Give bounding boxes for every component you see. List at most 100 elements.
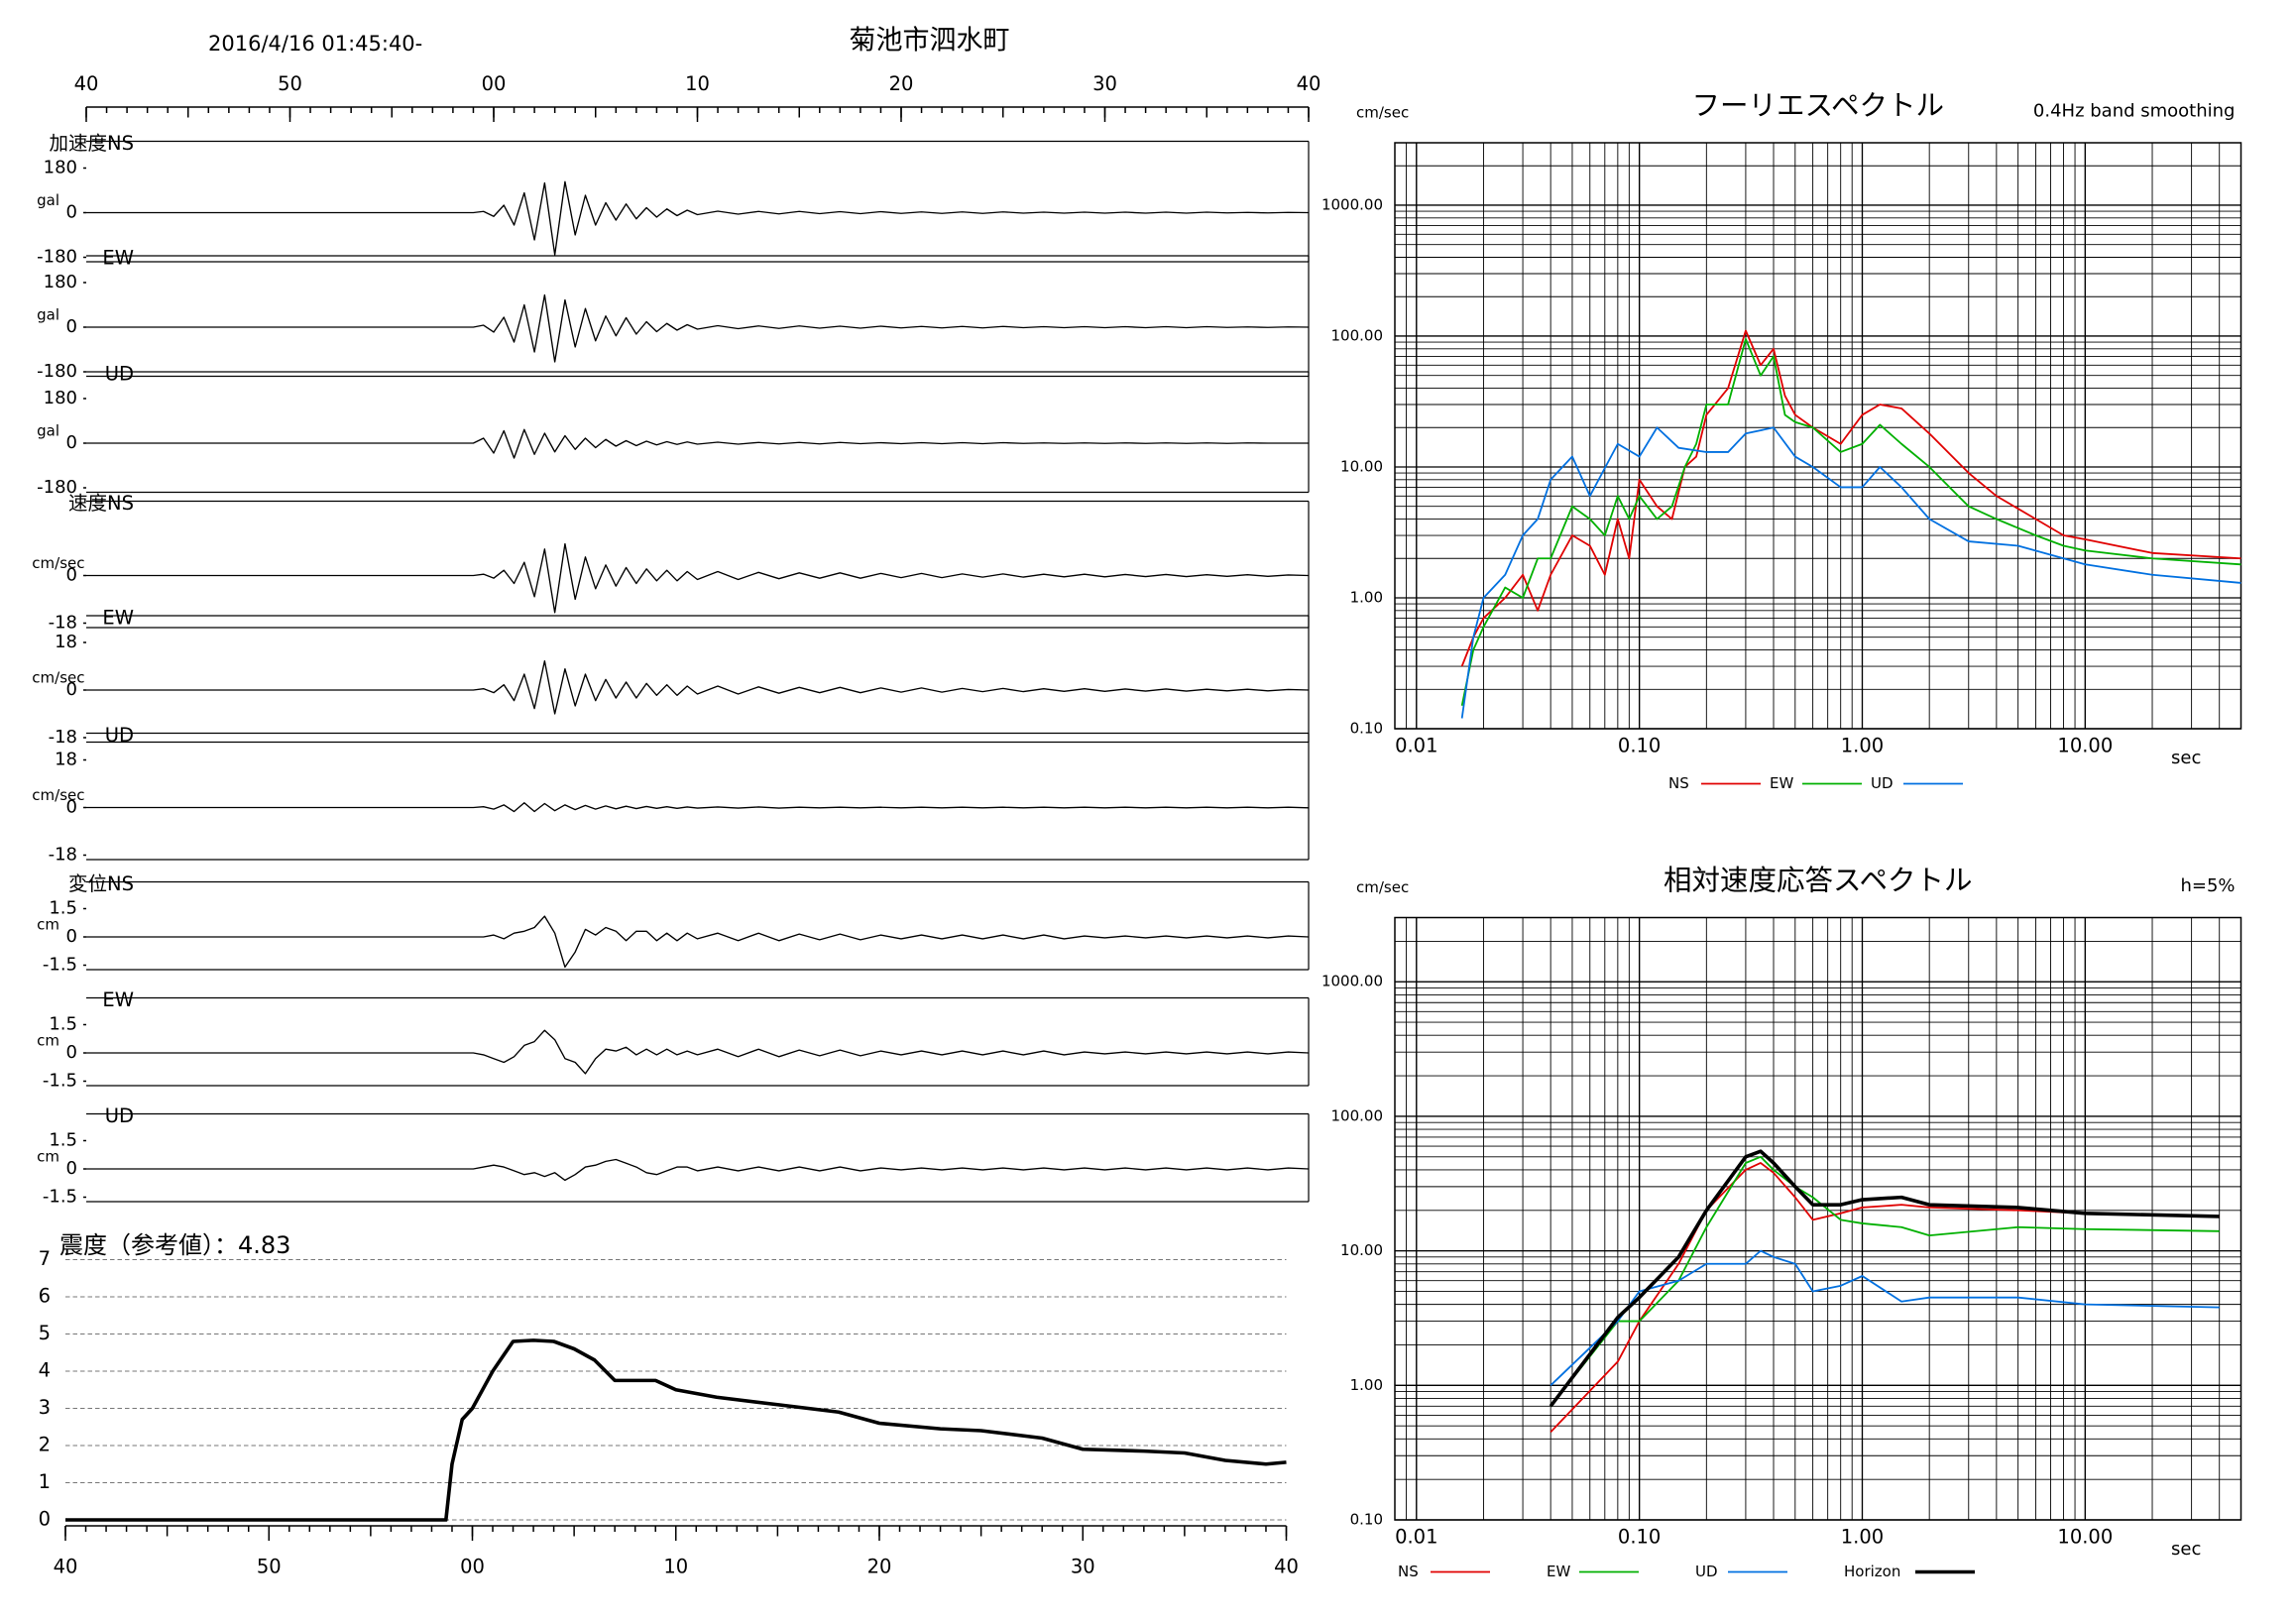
- y-tick-label: 1: [39, 1470, 51, 1493]
- y-tick-label: 0: [66, 202, 77, 223]
- legend-label: Horizon: [1844, 1563, 1900, 1580]
- chart-title: 相対速度応答スペクトル: [1664, 865, 1973, 897]
- unit-label: gal: [37, 191, 59, 209]
- y-tick-label: 0: [66, 432, 77, 453]
- y-tick-label: 180: [44, 272, 77, 292]
- series-line: [1550, 1162, 2220, 1433]
- unit-label: gal: [37, 306, 59, 324]
- x-tick-label: 20: [867, 1556, 892, 1578]
- y-tick-label: 0: [66, 316, 77, 337]
- y-tick-label: 0: [66, 797, 77, 818]
- x-tick-label: 0.10: [1618, 735, 1661, 757]
- x-axis-label: sec: [2171, 1539, 2201, 1560]
- y-tick-label: 1.5: [49, 1014, 77, 1035]
- y-axis-label: cm/sec: [1356, 104, 1409, 122]
- unit-label: gal: [37, 422, 59, 440]
- waveform: [86, 428, 1309, 459]
- y-tick-label: -1.5: [43, 955, 77, 976]
- x-tick-label: 1.00: [1841, 735, 1884, 757]
- y-tick-label: 3: [39, 1396, 51, 1419]
- waveform: [86, 1029, 1310, 1075]
- chart-title: 震度（参考値）：4.83: [59, 1231, 290, 1259]
- y-tick-label: 1.00: [1350, 588, 1383, 606]
- y-tick-label: 180: [44, 158, 77, 178]
- y-tick-label: 100.00: [1331, 1106, 1384, 1124]
- panel-label: 変位NS: [68, 872, 134, 895]
- legend-label: NS: [1398, 1563, 1419, 1580]
- y-tick-label: 6: [39, 1285, 51, 1308]
- panel-label: UD: [105, 724, 134, 747]
- panel-label: 加速度NS: [50, 132, 134, 155]
- panel-label: UD: [105, 1104, 134, 1127]
- y-tick-label: 1000.00: [1321, 973, 1383, 990]
- x-tick-label: 40: [1297, 72, 1321, 95]
- panel-label: 速度NS: [68, 492, 134, 515]
- x-tick-label: 40: [74, 72, 99, 95]
- x-tick-label: 50: [278, 72, 302, 95]
- panel-label: EW: [102, 988, 134, 1011]
- x-tick-label: 0.01: [1395, 735, 1437, 757]
- unit-label: cm/sec: [32, 554, 84, 572]
- unit-label: cm/sec: [32, 786, 84, 804]
- x-tick-label: 30: [1071, 1556, 1095, 1578]
- panel-label: UD: [105, 363, 134, 386]
- note: 0.4Hz band smoothing: [2033, 101, 2236, 122]
- y-tick-label: 5: [39, 1322, 51, 1344]
- unit-label: cm/sec: [32, 669, 84, 687]
- x-tick-label: 10.00: [2057, 1526, 2113, 1549]
- x-tick-label: 00: [482, 72, 507, 95]
- y-tick-label: 10.00: [1340, 1241, 1383, 1259]
- y-tick-label: 100.00: [1331, 326, 1384, 344]
- y-tick-label: 0: [66, 679, 77, 700]
- waveform: [86, 802, 1310, 813]
- intensity-line: [65, 1338, 1287, 1522]
- x-tick-label: 40: [1274, 1556, 1299, 1578]
- y-tick-label: 0: [66, 1042, 77, 1063]
- y-tick-label: -18: [49, 727, 77, 748]
- chart-title: 菊池市泗水町: [850, 26, 1010, 57]
- legend-label: EW: [1547, 1563, 1570, 1580]
- series-line: [1460, 329, 2241, 667]
- y-tick-label: 0: [66, 1158, 77, 1179]
- y-tick-label: 0: [39, 1508, 51, 1531]
- x-tick-label: 0.10: [1618, 1526, 1661, 1549]
- waveform: [86, 659, 1310, 715]
- x-axis-label: sec: [2171, 748, 2201, 768]
- y-tick-label: -180: [37, 247, 77, 268]
- x-tick-label: 40: [54, 1556, 78, 1578]
- legend-label: NS: [1668, 774, 1689, 792]
- y-tick-label: -18: [49, 613, 77, 634]
- y-tick-label: -18: [49, 845, 77, 866]
- series-line: [1460, 426, 2241, 719]
- x-tick-label: 00: [460, 1556, 485, 1578]
- waveform: [86, 293, 1310, 363]
- waveform: [86, 542, 1310, 614]
- series-line: [1460, 338, 2241, 706]
- x-tick-label: 10: [663, 1556, 688, 1578]
- unit-label: cm: [37, 1032, 59, 1050]
- y-tick-label: 1.5: [49, 1130, 77, 1151]
- y-tick-label: 7: [39, 1247, 51, 1270]
- legend-label: UD: [1871, 774, 1894, 792]
- y-tick-label: 0: [66, 926, 77, 947]
- waveform: [86, 180, 1310, 256]
- x-tick-label: 30: [1092, 72, 1117, 95]
- y-axis-label: cm/sec: [1356, 878, 1409, 896]
- chart-title: フーリエスペクトル: [1691, 89, 1944, 122]
- x-tick-label: 10: [685, 72, 710, 95]
- y-tick-label: 10.00: [1340, 457, 1383, 475]
- unit-label: cm: [37, 916, 59, 934]
- y-tick-label: 0: [66, 565, 77, 586]
- x-tick-label: 10.00: [2057, 735, 2113, 757]
- y-tick-label: 18: [55, 632, 77, 652]
- y-tick-label: 1.00: [1350, 1376, 1383, 1394]
- waveform: [86, 915, 1310, 969]
- legend-label: EW: [1770, 774, 1793, 792]
- y-tick-label: 0.10: [1350, 1511, 1383, 1529]
- datetime: 2016/4/16 01:45:40-: [208, 32, 422, 56]
- y-tick-label: 1.5: [49, 898, 77, 919]
- y-tick-label: -1.5: [43, 1071, 77, 1092]
